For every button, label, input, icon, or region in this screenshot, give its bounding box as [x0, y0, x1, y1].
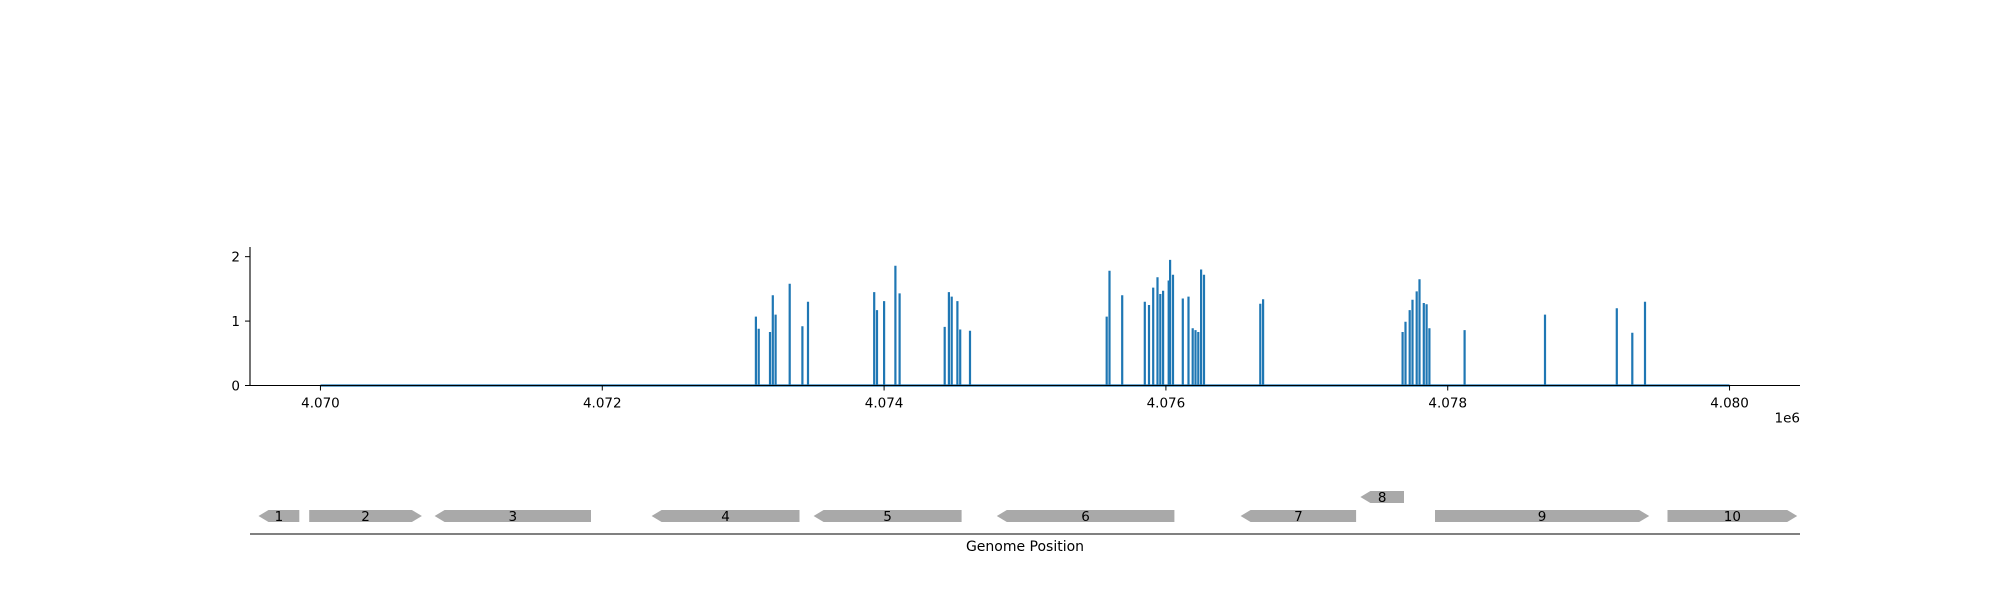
gene-label-2: 2	[361, 509, 370, 525]
y-tick-label-2: 2	[231, 250, 240, 266]
gene-label-6: 6	[1081, 509, 1090, 525]
x-ticks: 4.070 4.072 4.074 4.076 4.078 4.080	[301, 385, 1749, 412]
gene-label-3: 3	[509, 509, 518, 525]
gene-label-10: 10	[1724, 509, 1741, 525]
gene-axis-label: Genome Position	[966, 539, 1084, 555]
gene-10	[1667, 510, 1798, 522]
genes: 1 2 3 4 5 6 7 8 9 10	[258, 490, 1798, 525]
gene-8	[1360, 491, 1404, 503]
coverage-panel: 4.070 4.072 4.074 4.076 4.078 4.080 0 1 2 1e6	[231, 247, 1800, 427]
gene-1	[258, 510, 300, 522]
x-offset-label: 1e6	[1775, 411, 1800, 427]
gene-3	[434, 510, 591, 522]
gene-4	[651, 510, 800, 522]
x-tick-label-1: 4.072	[583, 396, 622, 412]
gene-label-5: 5	[883, 509, 892, 525]
gene-label-7: 7	[1294, 509, 1303, 525]
x-tick-label-5: 4.080	[1710, 396, 1749, 412]
gene-9	[1435, 510, 1650, 522]
x-tick-label-4: 4.078	[1428, 396, 1467, 412]
y-ticks: 0 1 2	[231, 250, 250, 395]
gene-5	[813, 510, 962, 522]
x-tick-label-3: 4.076	[1147, 396, 1186, 412]
gene-label-4: 4	[721, 509, 730, 525]
gene-panel: 1 2 3 4 5 6 7 8 9 10 Genome Position	[250, 490, 1800, 555]
x-tick-label-2: 4.074	[865, 396, 904, 412]
gene-6	[996, 510, 1175, 522]
y-tick-label-0: 0	[231, 379, 240, 395]
gene-label-8: 8	[1378, 490, 1387, 506]
gene-7	[1240, 510, 1357, 522]
y-tick-label-1: 1	[231, 314, 240, 330]
gene-2	[309, 510, 422, 522]
gene-label-9: 9	[1538, 509, 1547, 525]
coverage-line	[320, 259, 1730, 387]
x-tick-label-0: 4.070	[301, 396, 340, 412]
gene-label-1: 1	[275, 509, 284, 525]
